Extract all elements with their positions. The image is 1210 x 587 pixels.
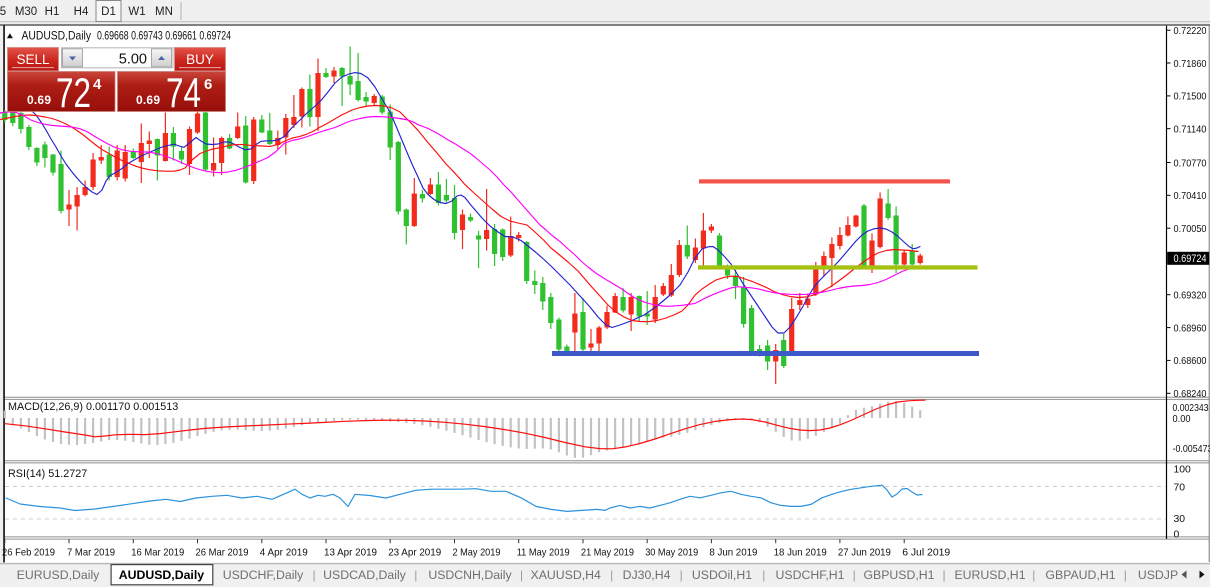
svg-text:H1: H1 [45,6,60,18]
svg-text:0.70410: 0.70410 [1174,191,1207,202]
svg-text:XAUUSD,H4: XAUUSD,H4 [531,568,602,582]
svg-text:0.70050: 0.70050 [1174,224,1207,235]
svg-text:8 Jun 2019: 8 Jun 2019 [709,547,757,559]
svg-text:GBPUSD,H1: GBPUSD,H1 [863,568,934,582]
svg-text:6: 6 [204,76,212,93]
svg-text:5: 5 [0,6,6,18]
svg-text:H4: H4 [74,6,89,18]
svg-text:AUDUSD,Daily: AUDUSD,Daily [22,29,92,43]
svg-text:0.71500: 0.71500 [1174,92,1207,103]
svg-text:0.71140: 0.71140 [1174,125,1207,136]
svg-text:0.69724: 0.69724 [1174,253,1207,265]
svg-text:D1: D1 [101,6,116,18]
svg-text:26 Mar 2019: 26 Mar 2019 [196,547,249,559]
svg-text:0.69: 0.69 [27,93,51,107]
svg-text:18 Jun 2019: 18 Jun 2019 [774,547,827,559]
svg-text:DJ30,H4: DJ30,H4 [623,568,671,582]
svg-text:USDOil,H1: USDOil,H1 [692,568,752,582]
svg-text:4 Apr 2019: 4 Apr 2019 [260,547,308,559]
svg-text:|: | [853,568,856,582]
svg-text:0.69320: 0.69320 [1174,291,1207,302]
svg-text:EURUSD,Daily: EURUSD,Daily [17,568,101,582]
svg-text:W1: W1 [128,6,145,18]
svg-text:|: | [1124,568,1127,582]
svg-text:21 May 2019: 21 May 2019 [581,547,634,559]
svg-text:|: | [942,568,945,582]
svg-text:0.70770: 0.70770 [1174,158,1207,169]
svg-text:-0.005473: -0.005473 [1173,444,1210,455]
svg-text:|: | [680,568,683,582]
svg-text:74: 74 [166,69,201,116]
svg-text:|: | [520,568,523,582]
svg-text:EURUSD,H1: EURUSD,H1 [954,568,1025,582]
svg-text:100: 100 [1174,465,1192,476]
svg-text:30: 30 [1174,514,1186,525]
svg-text:6 Jul 2019: 6 Jul 2019 [902,547,950,559]
svg-text:USDCHF,Daily: USDCHF,Daily [223,568,304,582]
svg-text:MN: MN [155,6,173,18]
svg-text:|: | [762,568,765,582]
svg-text:11 May 2019: 11 May 2019 [517,547,570,559]
svg-text:GBPAUD,H1: GBPAUD,H1 [1045,568,1115,582]
svg-text:|: | [313,568,316,582]
svg-text:26 Feb 2019: 26 Feb 2019 [2,547,55,559]
svg-text:BUY: BUY [186,52,214,67]
svg-text:SELL: SELL [16,52,50,67]
svg-text:0.00: 0.00 [1173,414,1191,425]
svg-text:0.69668 0.69743 0.69661 0.6972: 0.69668 0.69743 0.69661 0.69724 [97,29,231,43]
svg-text:23 Apr 2019: 23 Apr 2019 [388,547,441,559]
svg-text:5.00: 5.00 [119,52,147,68]
svg-text:USDCHF,H1: USDCHF,H1 [775,568,844,582]
svg-text:30 May 2019: 30 May 2019 [645,547,698,559]
svg-text:0: 0 [1174,529,1180,540]
svg-text:0.68240: 0.68240 [1174,389,1207,400]
svg-text:AUDUSD,Daily: AUDUSD,Daily [119,568,205,582]
svg-text:USDCAD,Daily: USDCAD,Daily [323,568,407,582]
svg-text:70: 70 [1174,482,1186,493]
svg-text:RSI(14) 51.2727: RSI(14) 51.2727 [8,468,87,480]
svg-text:0.002343: 0.002343 [1173,403,1209,414]
svg-text:0.68960: 0.68960 [1174,323,1207,334]
svg-text:USDJP: USDJP [1138,568,1178,582]
svg-text:2 May 2019: 2 May 2019 [453,547,501,559]
svg-text:4: 4 [93,76,102,93]
svg-text:0.71860: 0.71860 [1174,59,1207,70]
svg-text:16 Mar 2019: 16 Mar 2019 [131,547,184,559]
svg-text:0.69: 0.69 [136,93,160,107]
svg-text:13 Apr 2019: 13 Apr 2019 [324,547,377,559]
svg-text:MACD(12,26,9) 0.001170 0.00151: MACD(12,26,9) 0.001170 0.001513 [8,401,178,413]
svg-text:|: | [1032,568,1035,582]
svg-text:27 Jun 2019: 27 Jun 2019 [838,547,891,559]
svg-text:USDCNH,Daily: USDCNH,Daily [428,568,512,582]
svg-text:7 Mar 2019: 7 Mar 2019 [67,547,115,559]
svg-text:|: | [414,568,417,582]
svg-text:0.72220: 0.72220 [1174,26,1207,37]
svg-text:M30: M30 [15,6,37,18]
svg-text:|: | [610,568,613,582]
svg-text:72: 72 [56,69,91,116]
svg-text:0.68600: 0.68600 [1174,356,1207,367]
